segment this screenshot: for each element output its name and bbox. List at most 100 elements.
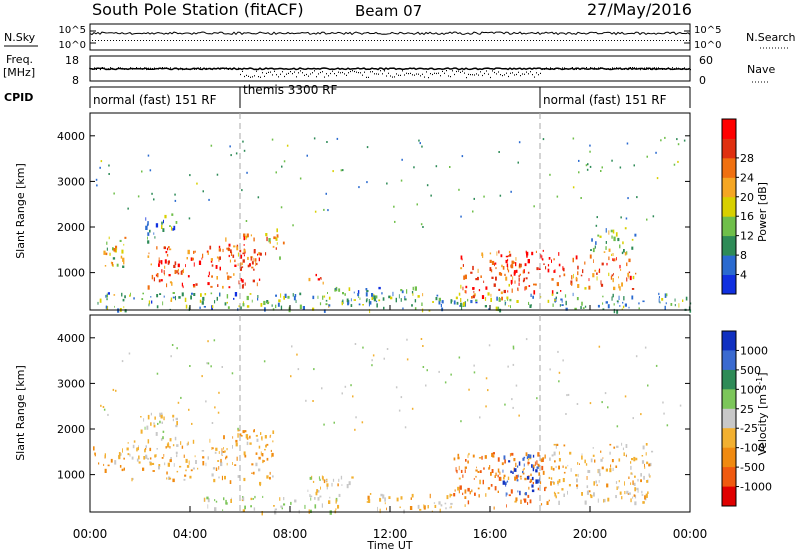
velocity-cell — [537, 463, 540, 467]
nave-point — [402, 70, 403, 72]
velocity-cell — [592, 454, 595, 457]
power-cell — [164, 259, 167, 264]
velocity-cell — [499, 471, 501, 475]
power-cell — [472, 295, 475, 299]
nave-point — [520, 75, 521, 77]
nave-point — [304, 74, 305, 76]
velocity-cell — [207, 504, 209, 509]
nave-point — [202, 68, 203, 71]
velocity-cell — [242, 497, 244, 500]
nave-point — [384, 70, 385, 72]
nsearch-point — [392, 40, 393, 41]
velocity-cell — [379, 508, 381, 514]
velocity-cell — [433, 502, 436, 504]
velocity-cell — [226, 462, 228, 466]
nave-point — [602, 67, 603, 69]
velocity-cell — [123, 457, 125, 460]
power-cell — [169, 225, 171, 227]
velocity-cell — [140, 429, 143, 434]
velocity-cell — [621, 442, 623, 446]
power-cell — [271, 304, 273, 307]
nave-point — [430, 73, 431, 75]
velocity-cell — [632, 417, 634, 420]
velocity-cell — [624, 395, 627, 398]
power-cell — [148, 252, 150, 255]
power-cell — [518, 141, 521, 144]
power-cell — [462, 302, 466, 306]
nave-point — [482, 74, 483, 77]
nave-point — [506, 72, 507, 74]
velocity-cell — [462, 492, 464, 495]
nave-point — [484, 72, 485, 75]
power-cell — [161, 269, 163, 273]
nsearch-point — [461, 40, 462, 41]
power-cell — [243, 233, 246, 237]
power-cell — [242, 140, 244, 143]
velocity-cell — [250, 497, 253, 501]
power-ytick-label: 3000 — [57, 175, 85, 188]
power-cell — [512, 276, 514, 280]
power-cell — [170, 299, 172, 302]
velocity-cell — [269, 476, 271, 480]
power-cell — [477, 276, 479, 281]
power-cell — [151, 274, 154, 280]
velocity-cell — [271, 452, 274, 457]
velocity-cell — [535, 479, 538, 484]
velocity-cell — [283, 497, 285, 501]
power-cell — [475, 299, 478, 302]
velocity-cell — [472, 454, 475, 458]
nave-point — [438, 72, 439, 74]
velocity-cell — [312, 400, 314, 402]
power-cell — [174, 261, 177, 265]
power-cell — [376, 303, 378, 308]
nave-point — [418, 73, 419, 75]
velocity-cell — [258, 468, 261, 472]
power-cell — [507, 269, 510, 273]
velocity-cell — [637, 489, 639, 493]
velocity-cell — [484, 455, 487, 459]
power-cell — [458, 188, 460, 191]
velocity-cell — [361, 421, 364, 424]
power-cell — [475, 301, 478, 304]
velocity-cell — [502, 480, 505, 485]
velocity-cell — [562, 359, 564, 362]
velocity-cell — [479, 470, 482, 473]
nsearch-point — [101, 40, 102, 41]
velocity-cell — [154, 454, 157, 458]
power-cell — [228, 254, 230, 258]
power-cell — [211, 275, 213, 278]
nsearch-point — [179, 40, 180, 41]
power-cell — [459, 305, 461, 307]
velocity-cell — [398, 409, 401, 412]
velocity-cell — [464, 504, 466, 507]
velocity-cell — [377, 506, 378, 512]
nave-point — [490, 76, 491, 79]
power-cell — [595, 241, 597, 245]
nave-point — [524, 73, 525, 75]
power-cell — [120, 255, 123, 259]
velocity-cell — [473, 371, 476, 374]
power-cell — [411, 291, 414, 294]
nsearch-point — [443, 40, 444, 41]
time-axis: 00:00 04:00 08:00 12:00 16:00 20:00 00:00 — [73, 305, 707, 541]
power-cell — [404, 298, 407, 301]
power-cell — [490, 293, 492, 297]
nsearch-point — [689, 40, 690, 41]
power-cell — [210, 260, 213, 263]
velocity-cell — [505, 483, 507, 487]
velocity-cell — [323, 423, 325, 426]
power-cell — [400, 298, 402, 302]
nsearch-point — [374, 40, 375, 41]
velocity-cell — [226, 448, 228, 451]
power-cell — [560, 298, 563, 301]
velocity-cell — [475, 475, 477, 478]
power-cell — [163, 246, 166, 250]
power-cell — [404, 295, 406, 300]
nsearch-point — [131, 40, 132, 41]
velocity-cell — [232, 462, 233, 465]
power-cell — [536, 267, 539, 271]
velocity-cell — [508, 460, 511, 463]
power-cell — [525, 286, 528, 290]
velocity-cell — [206, 496, 209, 500]
